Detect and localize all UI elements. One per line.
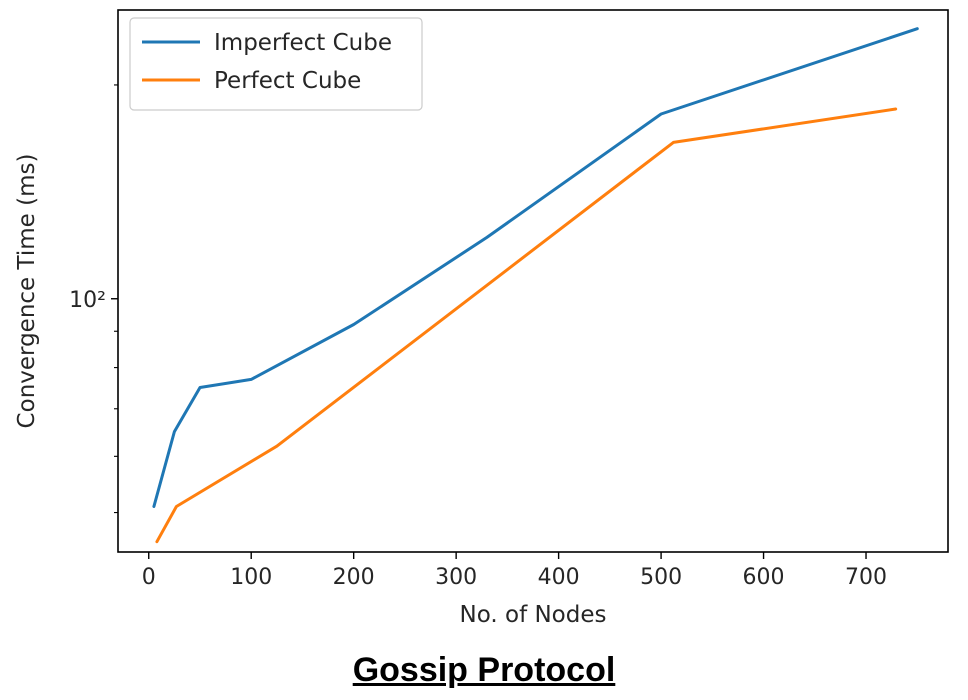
x-tick-label: 600 xyxy=(743,565,785,590)
legend-box xyxy=(129,17,423,111)
x-tick-label: 700 xyxy=(845,565,887,590)
y-tick-labels: 10² xyxy=(69,288,106,313)
x-tick-label: 400 xyxy=(538,565,580,590)
x-tick-label: 100 xyxy=(230,565,272,590)
x-tick-labels: 0 100 200 300 400 500 600 700 xyxy=(142,565,887,590)
y-tick-label: 10² xyxy=(69,288,106,313)
legend-label: Imperfect Cube xyxy=(214,30,392,56)
y-axis-label: Convergence Time (ms) xyxy=(14,154,40,429)
legend-label: Perfect Cube xyxy=(214,68,361,94)
x-axis-label: No. of Nodes xyxy=(460,602,607,628)
legend: Imperfect Cube Perfect Cube xyxy=(129,17,423,111)
x-tick-label: 200 xyxy=(333,565,375,590)
series-line-perfect-cube xyxy=(155,107,898,544)
tick-marks xyxy=(111,298,867,559)
plot-frame xyxy=(117,9,949,553)
x-tick-label: 500 xyxy=(640,565,682,590)
chart: 0 100 200 300 400 500 600 700 10² No. of Nodes … xyxy=(14,9,949,628)
x-tick-label: 0 xyxy=(142,565,156,590)
series-line-imperfect-cube xyxy=(152,27,919,508)
figure-caption: Gossip Protocol xyxy=(352,651,616,689)
series-layer xyxy=(152,27,919,544)
x-tick-label: 300 xyxy=(435,565,477,590)
